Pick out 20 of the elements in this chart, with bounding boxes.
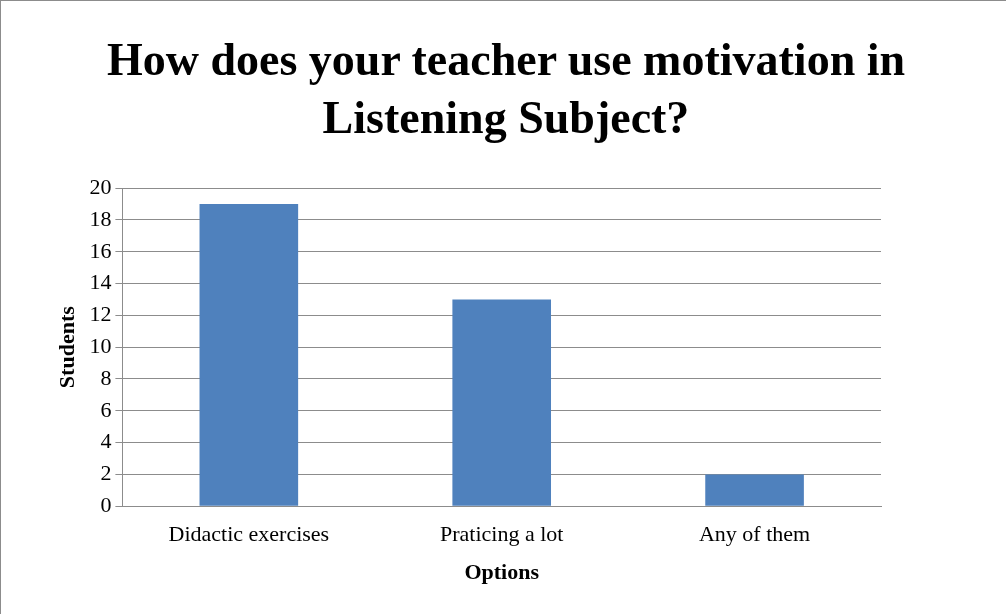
y-tick-label: 18	[89, 205, 112, 231]
x-tick-label: Didactic exercises	[168, 521, 330, 547]
x-axis-title: Options	[464, 559, 540, 585]
y-tick-label: 20	[89, 173, 112, 199]
x-tick-label: Praticing a lot	[439, 521, 564, 547]
bar	[452, 299, 552, 506]
y-tick-label: 10	[89, 332, 112, 358]
y-tick-label: 16	[89, 237, 112, 263]
y-tick-label: 12	[89, 301, 112, 327]
y-tick-label: 6	[100, 396, 112, 422]
bar	[705, 474, 804, 506]
y-axis-title: Students	[53, 305, 79, 389]
x-tick-label: Any of them	[698, 521, 811, 547]
bar	[199, 204, 299, 506]
chart-title: How does your teacher use motivation in Listening Subject?	[105, 33, 907, 145]
y-tick-label: 14	[89, 269, 112, 295]
y-tick-label: 2	[100, 460, 112, 486]
y-tick-label: 4	[100, 428, 112, 454]
y-tick-label: 0	[100, 491, 112, 517]
y-tick-label: 8	[100, 364, 112, 390]
